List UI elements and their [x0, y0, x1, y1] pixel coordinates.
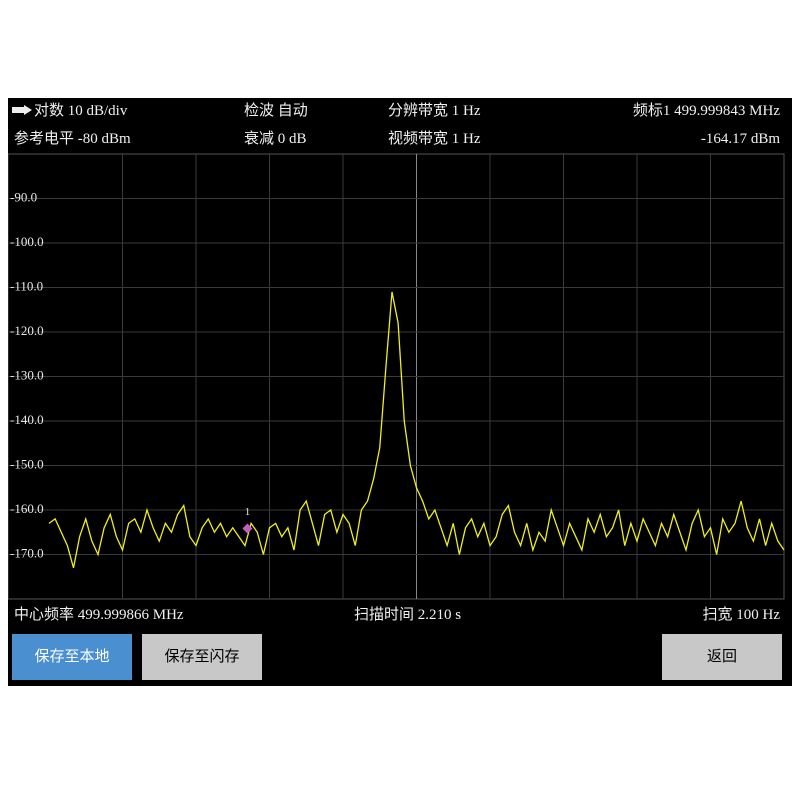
detector: 检波 自动: [244, 103, 308, 119]
attenuation: 衰减 0 dB: [244, 131, 307, 147]
marker-label: 1: [245, 506, 251, 518]
y-tick-label: -90.0: [10, 189, 37, 204]
y-tick-label: -120.0: [10, 323, 44, 338]
y-tick-label: -130.0: [10, 367, 44, 382]
y-tick-label: -140.0: [10, 412, 44, 427]
y-tick-label: -150.0: [10, 456, 44, 471]
sweep-time: 扫描时间 2.210 s: [354, 607, 462, 623]
vbw: 视频带宽 1 Hz: [388, 131, 481, 147]
save-flash-button[interactable]: 保存至闪存: [142, 634, 262, 680]
spectrum-trace: [48, 291, 785, 569]
back-button[interactable]: 返回: [662, 634, 782, 680]
center-freq: 中心频率 499.999866 MHz: [14, 607, 184, 623]
y-tick-label: -100.0: [10, 234, 44, 249]
marker-freq: 频标1 499.999843 MHz: [632, 103, 780, 119]
spectrum-plot: -90.0 -100.0 -110.0 -120.0 -130.0 -140.0 -150.…: [8, 153, 785, 600]
marker: [242, 523, 253, 534]
y-tick-label: -170.0: [10, 545, 44, 560]
span: 扫宽 100 Hz: [702, 607, 781, 623]
scale: 对数 10 dB/div: [34, 103, 128, 119]
analyzer-screen: 对数 10 dB/div 检波 自动 分辨带宽 1 Hz 频标1 499.999…: [8, 98, 792, 686]
marker-level: -164.17 dBm: [700, 131, 780, 147]
save-local-button[interactable]: 保存至本地: [12, 634, 132, 680]
y-tick-label: -160.0: [10, 501, 44, 516]
rbw: 分辨带宽 1 Hz: [388, 103, 481, 119]
probe-icon: [12, 105, 32, 115]
y-tick-label: -110.0: [10, 278, 43, 293]
ref-level: 参考电平 -80 dBm: [14, 131, 131, 147]
